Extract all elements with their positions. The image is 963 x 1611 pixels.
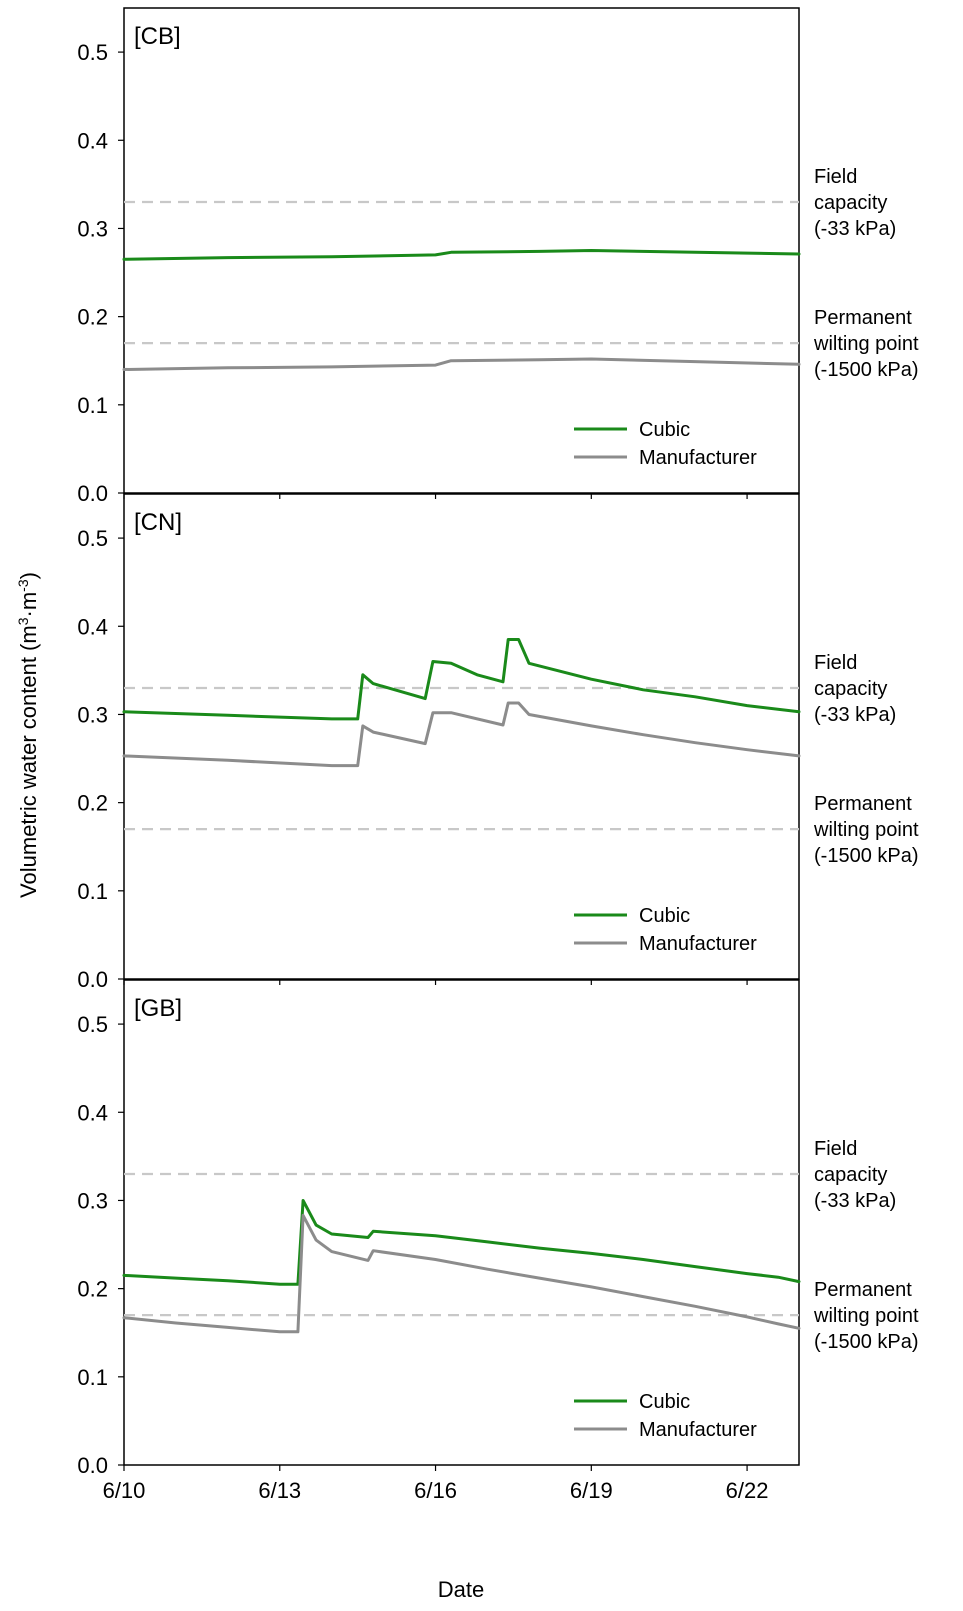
- series-line-cubic: [122, 1199, 801, 1286]
- reference-label: capacity: [814, 192, 887, 214]
- y-axis-title-main: Volumetric water content (m: [16, 625, 41, 898]
- y-tick-label: 0.1: [77, 879, 108, 904]
- y-tick-label: 0.4: [77, 128, 108, 153]
- y-tick-label: 0.0: [77, 967, 108, 992]
- y-axis-title-mid: ·m: [16, 592, 41, 618]
- reference-label: Field: [814, 166, 857, 188]
- y-tick-label: 0.5: [77, 40, 108, 65]
- y-tick-label: 0.1: [77, 1365, 108, 1390]
- reference-label: Field: [814, 652, 857, 674]
- reference-label: (-33 kPa): [814, 1190, 896, 1212]
- x-tick-label: 6/22: [726, 1478, 769, 1503]
- x-tick-label: 6/10: [103, 1478, 146, 1503]
- series-line-manufacturer: [122, 1213, 801, 1334]
- y-tick-label: 0.5: [77, 1012, 108, 1037]
- reference-label: Permanent: [814, 307, 912, 329]
- panel-label: [GB]: [134, 995, 182, 1022]
- panel-label: [CB]: [134, 23, 181, 50]
- legend-label-cubic: Cubic: [639, 419, 690, 441]
- legend-label-manufacturer: Manufacturer: [639, 447, 757, 469]
- panel-label: [CN]: [134, 509, 182, 536]
- reference-label: capacity: [814, 678, 887, 700]
- x-axis-title: Date: [438, 1577, 484, 1602]
- y-tick-label: 0.3: [77, 702, 108, 727]
- plot-frame: [123, 979, 800, 1466]
- y-tick-label: 0.1: [77, 393, 108, 418]
- y-axis-title: Volumetric water content (m3·m-3): [15, 572, 41, 898]
- y-tick-label: 0.2: [77, 1277, 108, 1302]
- y-axis-title-sup2: -3: [15, 579, 31, 592]
- y-tick-label: 0.0: [77, 481, 108, 506]
- y-tick-label: 0.4: [77, 614, 108, 639]
- reference-label: (-1500 kPa): [814, 1331, 919, 1353]
- legend-label-cubic: Cubic: [639, 1391, 690, 1413]
- y-tick-label: 0.3: [77, 1188, 108, 1213]
- reference-label: capacity: [814, 1164, 887, 1186]
- y-axis-title-end: ): [16, 572, 41, 579]
- reference-label: (-1500 kPa): [814, 845, 919, 867]
- series-line-cubic: [122, 638, 801, 721]
- reference-label: wilting point: [813, 333, 919, 355]
- y-tick-label: 0.5: [77, 526, 108, 551]
- reference-label: wilting point: [813, 819, 919, 841]
- plot-frame: [123, 7, 800, 494]
- y-axis-title-sup1: 3: [15, 617, 31, 625]
- reference-label: (-33 kPa): [814, 704, 896, 726]
- reference-label: Field: [814, 1138, 857, 1160]
- reference-label: (-1500 kPa): [814, 359, 919, 381]
- legend-label-manufacturer: Manufacturer: [639, 933, 757, 955]
- series-line-cubic: [122, 249, 801, 261]
- series-line-manufacturer: [122, 357, 801, 371]
- y-tick-label: 0.4: [77, 1100, 108, 1125]
- x-tick-label: 6/19: [570, 1478, 613, 1503]
- reference-label: Permanent: [814, 793, 912, 815]
- reference-label: wilting point: [813, 1305, 919, 1327]
- y-tick-label: 0.2: [77, 305, 108, 330]
- y-tick-label: 0.0: [77, 1453, 108, 1478]
- chart-panel-2: [GB] 0.0 0.1 0.2 0.3 0.4 0.5 Field capacity (-33 …: [77, 979, 919, 1503]
- legend-label-cubic: Cubic: [639, 905, 690, 927]
- chart-panel-0: [CB] 0.0 0.1 0.2 0.3 0.4 0.5 Field capacity (-33 …: [77, 7, 919, 506]
- x-tick-label: 6/16: [414, 1478, 457, 1503]
- reference-label: Permanent: [814, 1279, 912, 1301]
- chart-panel-1: [CN] 0.0 0.1 0.2 0.3 0.4 0.5 Field capacity (-33 …: [77, 493, 919, 992]
- y-tick-label: 0.2: [77, 791, 108, 816]
- legend-label-manufacturer: Manufacturer: [639, 1419, 757, 1441]
- series-line-manufacturer: [122, 701, 801, 768]
- x-tick-label: 6/13: [258, 1478, 301, 1503]
- plot-frame: [123, 493, 800, 980]
- y-tick-label: 0.3: [77, 216, 108, 241]
- reference-label: (-33 kPa): [814, 218, 896, 240]
